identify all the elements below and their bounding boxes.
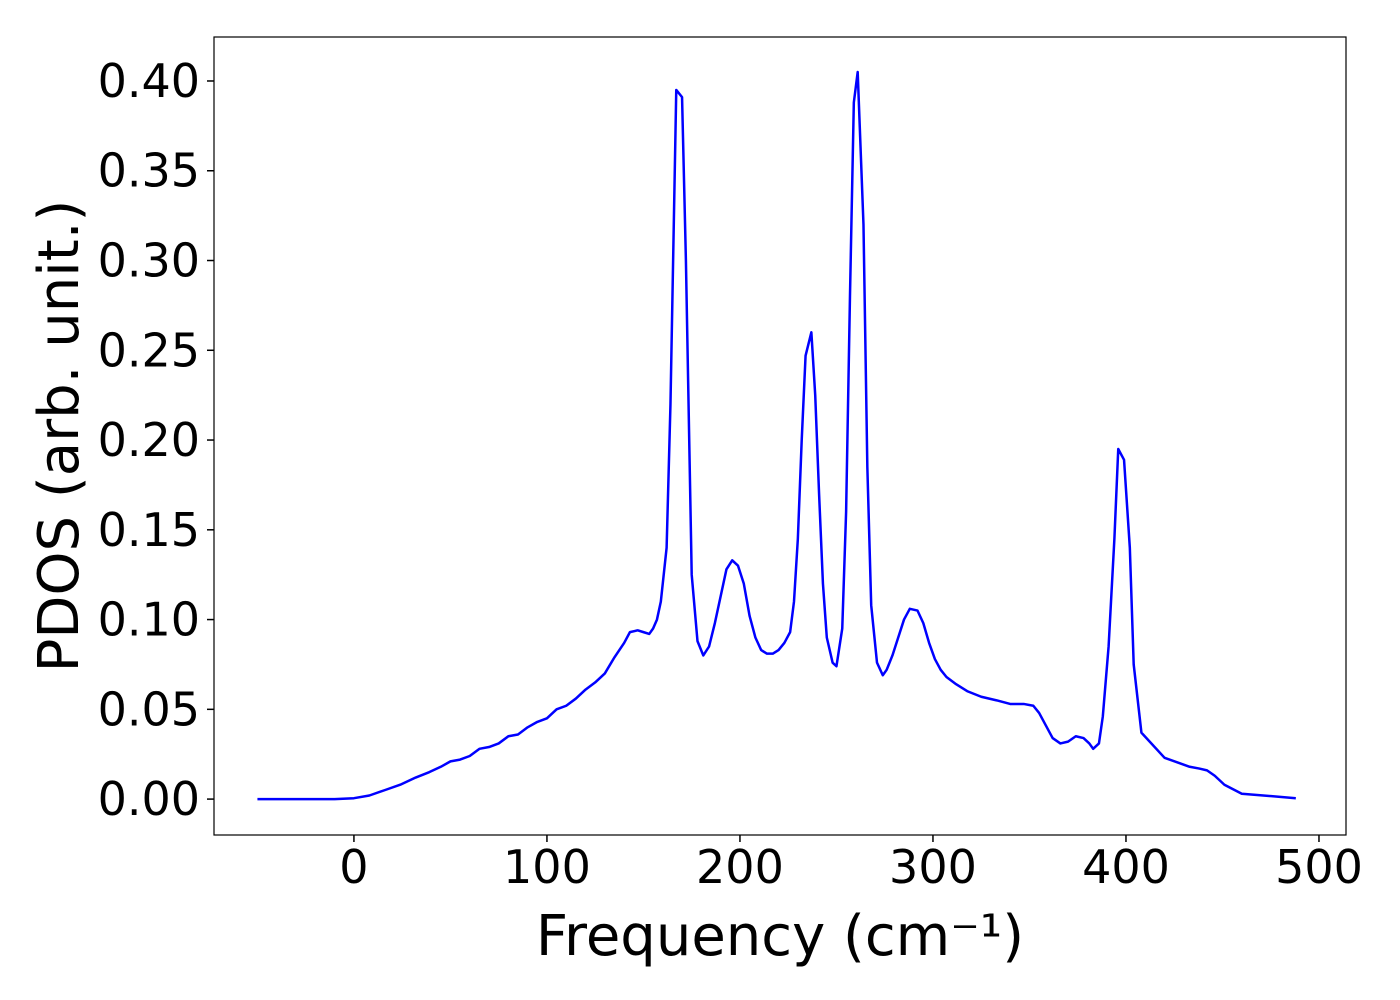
y-tick-label: 0.10 [98,593,200,647]
y-tick-label: 0.20 [98,413,200,467]
x-axis-label: Frequency (cm⁻¹) [536,904,1024,969]
data-line [257,70,1296,801]
y-tick-label: 0.40 [98,54,200,108]
y-tick-label: 0.15 [98,503,200,557]
y-tick-label: 0.35 [98,144,200,198]
x-tick-label: 0 [339,840,368,894]
y-tick-label: 0.00 [98,772,200,826]
y-axis-label: PDOS (arb. unit.) [27,200,92,673]
x-tick-label: 200 [696,840,784,894]
x-tick-label: 300 [889,840,977,894]
x-tick-label: 400 [1082,840,1170,894]
y-tick-label: 0.25 [98,323,200,377]
y-tick-label: 0.30 [98,234,200,288]
x-tick-label: 100 [503,840,591,894]
plot-frame [213,36,1347,836]
x-tick-label: 500 [1275,840,1363,894]
y-tick-label: 0.05 [98,682,200,736]
